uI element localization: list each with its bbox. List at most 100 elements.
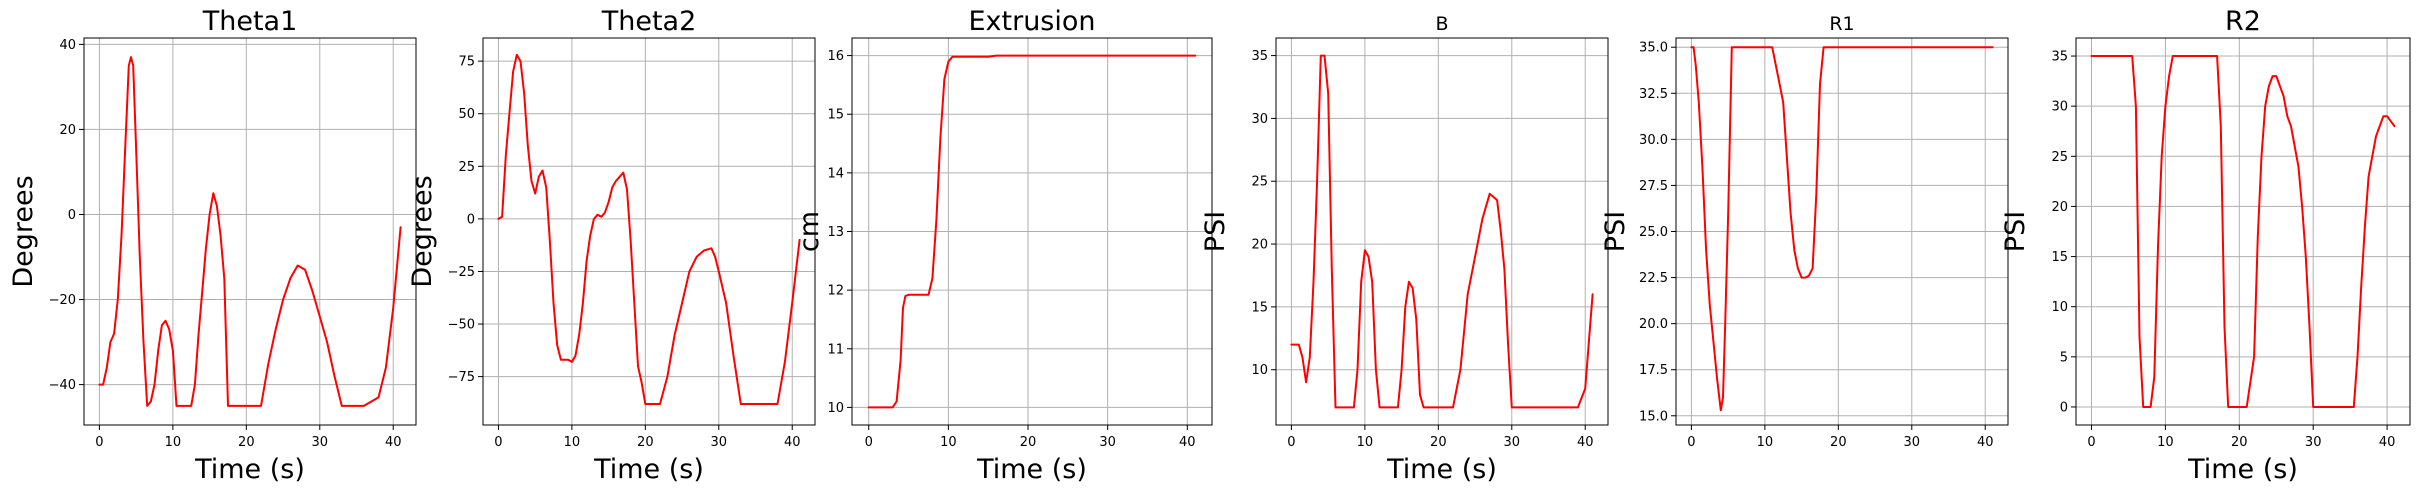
y-tick-label: −75	[448, 370, 475, 385]
y-tick-label: 32.5	[1639, 87, 1668, 102]
y-tick-label: 16	[827, 49, 844, 64]
x-tick-label: 40	[385, 435, 402, 450]
x-tick-label: 30	[1099, 435, 1116, 450]
y-axis-label: Degrees	[407, 175, 438, 287]
y-axis-label: PSI	[1600, 211, 1631, 252]
x-tick-label: 30	[2305, 435, 2322, 450]
axes-frame	[1275, 37, 1609, 426]
y-tick-label: −25	[448, 265, 475, 280]
chart-title: Extrusion	[968, 6, 1095, 37]
y-tick-label: 35	[1251, 49, 1268, 64]
y-tick-label: 5	[2060, 350, 2068, 365]
x-tick-label: 0	[1687, 435, 1695, 450]
y-tick-label: 27.5	[1639, 179, 1668, 194]
axes-frame	[83, 37, 417, 426]
chart-title: R2	[2225, 6, 2261, 37]
chart-panel-1: 0 10 20 30 40 −40 −20 0 20 40 Theta1 Time (s) Degree…	[8, 6, 417, 485]
x-tick-label: 0	[494, 435, 502, 450]
chart-title: Theta2	[601, 6, 697, 37]
chart-title: B	[1435, 13, 1448, 35]
y-axis-label: cm	[794, 211, 825, 252]
chart-title: Theta1	[202, 6, 298, 37]
axes-frame	[2075, 37, 2411, 426]
y-tick-label: 35	[2051, 50, 2068, 65]
y-tick-label: −50	[448, 318, 475, 333]
x-tick-label: 30	[312, 435, 329, 450]
y-tick-label: −40	[49, 378, 76, 393]
y-tick-label: 30	[2051, 100, 2068, 115]
y-tick-label: 20.0	[1639, 317, 1668, 332]
x-tick-label: 10	[940, 435, 957, 450]
y-tick-label: 30	[1251, 112, 1268, 127]
y-tick-label: 14	[827, 166, 844, 181]
x-tick-label: 30	[1904, 435, 1921, 450]
y-tick-label: 0	[68, 208, 76, 223]
x-tick-label: 0	[2087, 435, 2095, 450]
y-tick-label: 13	[827, 225, 844, 240]
series-line	[1690, 46, 1994, 412]
x-tick-label: 0	[95, 435, 103, 450]
x-tick-label: 40	[2379, 435, 2396, 450]
x-tick-label: 40	[1577, 435, 1594, 450]
chart-panel-4: 0 10 20 30 40 10 15 20 25 30 35 B Time (s) PSI	[1200, 13, 1609, 485]
y-tick-label: 25	[2051, 150, 2068, 165]
x-axis-label: Time (s)	[976, 454, 1087, 485]
y-tick-label: 10	[2051, 300, 2068, 315]
axes-frame	[482, 37, 816, 426]
y-tick-label: 25	[458, 160, 475, 175]
x-tick-label: 20	[1830, 435, 1847, 450]
chart-panel-3: 0 10 20 30 40 10 11 12 13 14 15 16 Extrusion Time (s)…	[794, 6, 1213, 485]
y-tick-label: 0	[467, 212, 475, 227]
y-tick-label: 15	[827, 108, 844, 123]
x-tick-label: 40	[1977, 435, 1994, 450]
x-tick-label: 20	[637, 435, 654, 450]
x-tick-label: 40	[1179, 435, 1196, 450]
x-axis-label: Time (s)	[593, 454, 704, 485]
axes-frame	[1675, 37, 2009, 426]
y-tick-label: 75	[458, 55, 475, 70]
y-tick-label: 35.0	[1639, 41, 1668, 56]
y-tick-label: 15.0	[1639, 409, 1668, 424]
y-tick-label: 10	[827, 401, 844, 416]
series-line	[497, 53, 801, 405]
y-tick-label: 20	[59, 123, 76, 138]
x-tick-label: 10	[1357, 435, 1374, 450]
x-tick-label: 30	[1504, 435, 1521, 450]
x-tick-label: 30	[711, 435, 728, 450]
chart-panel-2: 0 10 20 30 40 −75 −50 −25 0 25 50 75 Theta2 Time (s) D…	[407, 6, 816, 485]
y-tick-label: 12	[827, 284, 844, 299]
y-axis-label: PSI	[1200, 211, 1231, 252]
chart-title: R1	[1829, 13, 1854, 35]
y-tick-label: 22.5	[1639, 271, 1668, 286]
y-tick-label: 30.0	[1639, 133, 1668, 148]
x-tick-label: 10	[165, 435, 182, 450]
y-tick-label: 15	[1251, 300, 1268, 315]
series-line	[2090, 55, 2396, 408]
y-axis-label: PSI	[2000, 211, 2031, 252]
x-tick-label: 40	[784, 435, 801, 450]
y-tick-label: 0	[2060, 400, 2068, 415]
x-tick-label: 20	[238, 435, 255, 450]
y-tick-label: 25	[1251, 175, 1268, 190]
chart-panel-5: 0 10 20 30 40 15.0 17.5 20.0 22.5 25.0 27.5 30.0 32.…	[1600, 13, 2009, 450]
y-axis-label: Degrees	[8, 175, 39, 287]
y-tick-label: −20	[49, 293, 76, 308]
y-tick-label: 20	[2051, 200, 2068, 215]
x-tick-label: 10	[1757, 435, 1774, 450]
y-tick-label: 11	[827, 342, 844, 357]
x-tick-label: 10	[2157, 435, 2174, 450]
x-tick-label: 0	[865, 435, 873, 450]
chart-panel-6: 0 10 20 30 40 0 5 10 15 20 25 30 35 R2 Time (s) PSI	[2000, 6, 2411, 485]
y-tick-label: 25.0	[1639, 225, 1668, 240]
y-tick-label: 50	[458, 107, 475, 122]
x-tick-label: 20	[1430, 435, 1447, 450]
series-line	[1290, 54, 1594, 409]
y-tick-label: 17.5	[1639, 363, 1668, 378]
y-tick-label: 10	[1251, 363, 1268, 378]
axes-frame	[851, 37, 1213, 426]
y-tick-label: 40	[59, 38, 76, 53]
series-line	[867, 54, 1197, 409]
x-tick-label: 10	[564, 435, 581, 450]
x-axis-label: Time (s)	[194, 454, 305, 485]
